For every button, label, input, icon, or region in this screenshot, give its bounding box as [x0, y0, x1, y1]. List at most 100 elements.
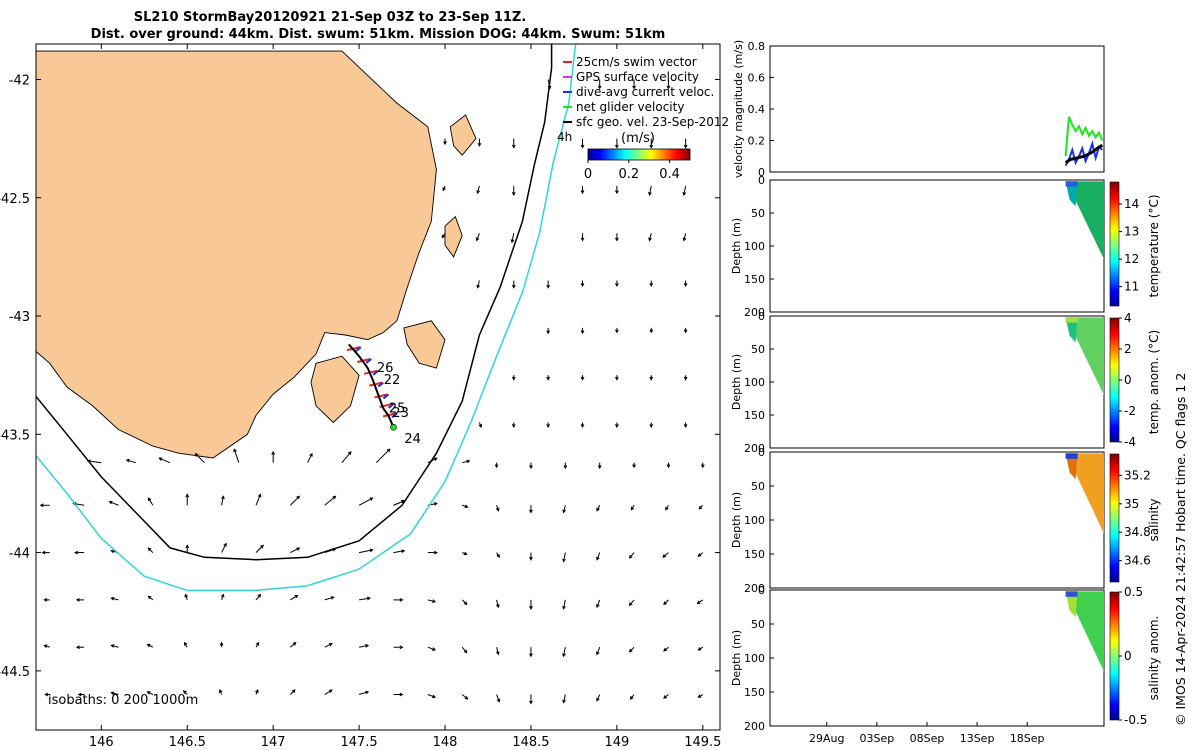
- current-vector: [43, 644, 50, 648]
- current-vector-head: [108, 500, 113, 505]
- current-vector-shaft: [563, 552, 566, 562]
- sal_anom-colorbar-tick-label: 0.5: [1124, 585, 1143, 599]
- current-vector: [427, 694, 437, 699]
- current-vector: [255, 593, 262, 601]
- current-vector-head: [464, 696, 469, 700]
- current-vector-head: [185, 493, 190, 498]
- salinity-section-surface: [1065, 453, 1078, 480]
- current-vector: [562, 552, 566, 563]
- current-vector: [649, 327, 654, 334]
- current-vector-head: [529, 465, 533, 470]
- salinity-colorbar-tick-label: 35: [1124, 497, 1139, 511]
- current-vector-head: [296, 495, 301, 500]
- salinity-y-tick-label: 100: [744, 514, 765, 527]
- temperature-section: [1065, 181, 1104, 260]
- current-vector: [546, 327, 551, 335]
- colorbar-units: (m/s): [621, 131, 655, 146]
- current-vector: [563, 462, 568, 470]
- current-vector-head: [147, 547, 152, 552]
- temp_anom-section: [1065, 317, 1104, 396]
- dive-avg-vector: [365, 358, 372, 364]
- current-vector-head: [546, 330, 551, 335]
- current-vector: [596, 694, 601, 702]
- current-vector-shaft: [358, 549, 373, 554]
- current-vector: [510, 233, 515, 244]
- sal_anom-y-tick-label: 200: [744, 720, 765, 733]
- current-vector-head: [182, 690, 187, 694]
- map-title-line2: Dist. over ground: 44km. Dist. swum: 51k…: [91, 27, 666, 42]
- current-vector-head: [495, 507, 500, 512]
- current-vector-head: [596, 697, 600, 702]
- current-vector-shaft: [324, 596, 334, 601]
- current-vector: [648, 233, 652, 242]
- current-vector-head: [562, 558, 566, 563]
- velocity-series-net: [1064, 116, 1104, 157]
- sal_anom-y-tick-label: 150: [744, 686, 765, 699]
- current-vector-shaft: [596, 599, 601, 608]
- current-vector-head: [649, 329, 654, 334]
- vector-field: [39, 79, 705, 705]
- temperature-y-tick-label: 50: [751, 207, 765, 220]
- current-vector: [44, 692, 50, 697]
- current-vector-head: [662, 554, 667, 558]
- current-vector-head: [75, 645, 80, 650]
- date-tick-label: 18Sep: [1010, 732, 1045, 745]
- salinity-colorbar-tick-label: 35.2: [1124, 468, 1151, 482]
- current-vector-shaft: [359, 597, 370, 601]
- temperature-colorbar: [1109, 181, 1120, 307]
- current-vector-shaft: [255, 494, 261, 506]
- current-vector: [461, 694, 469, 700]
- land-polygon: [403, 320, 446, 369]
- current-vector: [233, 448, 240, 463]
- dive-avg-vector: [387, 403, 395, 409]
- current-vector-head: [399, 692, 404, 697]
- swim-vector: [382, 412, 397, 418]
- current-vector: [596, 599, 601, 609]
- current-vector-head: [696, 600, 701, 605]
- current-vector-head: [663, 695, 667, 699]
- current-vector-head: [219, 641, 224, 646]
- current-vector-shaft: [563, 505, 566, 513]
- current-vector-shaft: [477, 185, 480, 194]
- current-vector-head: [158, 457, 163, 461]
- current-vector: [462, 551, 468, 556]
- temp_anom-y-tick-label: 0: [758, 310, 765, 323]
- current-vector: [494, 462, 499, 469]
- current-vector: [495, 599, 500, 609]
- current-vector: [597, 79, 602, 90]
- current-vector: [697, 552, 704, 557]
- current-vector-head: [580, 237, 585, 242]
- current-vector: [511, 280, 516, 289]
- current-vector-shaft: [596, 694, 601, 702]
- current-vector-head: [218, 689, 223, 694]
- temperature-colorbar-tick-label: 11: [1124, 280, 1139, 294]
- temp_anom-y-tick-label: 100: [744, 376, 765, 389]
- current-vector-head: [463, 649, 468, 654]
- current-vector-head: [649, 376, 654, 381]
- current-vector: [596, 647, 601, 656]
- current-vector: [182, 690, 188, 695]
- current-vector-head: [580, 330, 585, 335]
- current-vector: [615, 422, 619, 429]
- salinity-section: [1065, 453, 1104, 534]
- current-vector-shaft: [563, 694, 566, 703]
- current-vector: [529, 647, 533, 658]
- current-vector-head: [432, 599, 437, 603]
- current-vector-head: [629, 695, 634, 700]
- current-vector-shaft: [596, 552, 601, 560]
- velocity-y-tick-label: 0.8: [748, 40, 766, 53]
- current-vector-head: [494, 464, 499, 469]
- sal_anom-ylabel: Depth (m): [730, 630, 743, 686]
- x-tick-label: 146: [89, 735, 114, 750]
- current-vector: [580, 138, 585, 149]
- current-vector-head: [632, 85, 636, 90]
- land-polygon: [444, 215, 463, 258]
- land-polygon: [449, 114, 477, 156]
- current-vector-shaft: [289, 495, 300, 506]
- current-vector: [427, 646, 437, 651]
- temp_anom-panel: 0 50 100 150 200 Depth (m) 4 2 0 -2 -4 temp. anom. …: [730, 310, 1161, 455]
- isobath-1000m: [36, 44, 577, 592]
- current-vector-head: [663, 601, 667, 606]
- current-vector: [562, 599, 566, 610]
